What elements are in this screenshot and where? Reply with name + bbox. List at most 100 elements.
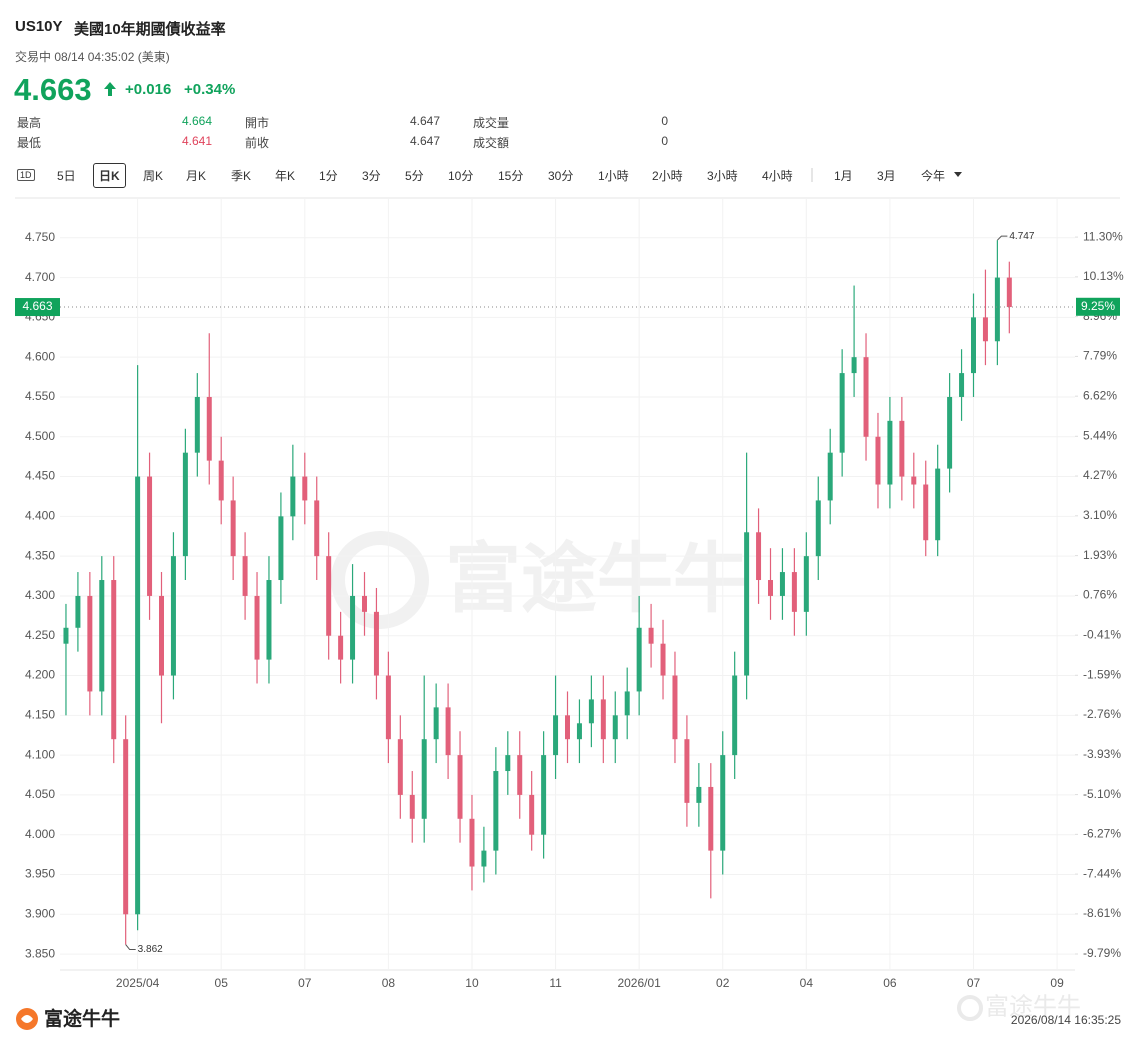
candle-body (576, 723, 582, 740)
candle-body (875, 436, 881, 485)
candle-body (565, 715, 570, 740)
y2-tick-label: 6.62% (1083, 388, 1117, 402)
stat-value: 4.664 (181, 114, 212, 128)
candle-body (708, 786, 714, 851)
stat-value: 0 (661, 114, 668, 128)
y2-tick-label: -0.41% (1083, 627, 1121, 641)
tab[interactable]: 今年 (921, 169, 946, 183)
x-tick-label: 07 (967, 976, 981, 990)
candle-body (397, 739, 403, 795)
price: 4.663 (14, 72, 92, 107)
candle-body (899, 420, 905, 477)
x-tick-label: 09 (1050, 976, 1064, 990)
candle-body (194, 396, 200, 453)
tab[interactable]: 月K (186, 169, 207, 183)
stat-value: 4.647 (409, 114, 440, 128)
candle-body (600, 699, 606, 740)
symbol: US10Y (15, 18, 63, 35)
stat-label: 前收 (245, 136, 270, 150)
candle-body (362, 595, 367, 612)
candle-body (553, 715, 559, 756)
candle-body (756, 532, 762, 581)
tab[interactable]: 3小時 (707, 169, 738, 183)
y-tick-label: 4.550 (25, 389, 55, 403)
last-price-box (15, 298, 60, 317)
candle-body (672, 675, 678, 740)
candle-body (123, 739, 129, 915)
tab[interactable]: 15分 (498, 169, 524, 183)
tab[interactable]: 3月 (877, 169, 896, 183)
watermark-small-logo (957, 995, 983, 1021)
stat-value: 0 (661, 134, 668, 148)
tab[interactable]: 季K (231, 169, 252, 183)
candle-body (1006, 277, 1012, 308)
tab[interactable]: 30分 (548, 169, 574, 183)
min-label: 3.862 (138, 944, 163, 955)
y2-tick-label: 5.44% (1083, 428, 1117, 442)
y2-tick-label: -1.59% (1083, 667, 1121, 681)
dropdown-arrow (954, 172, 962, 177)
timestamp: 2026/08/14 16:35:25 (1011, 1013, 1121, 1027)
watermark-small: 富途牛牛 (985, 993, 1081, 1020)
tab[interactable]: 2小時 (652, 169, 683, 183)
candle-body (445, 707, 451, 756)
tab[interactable]: 1小時 (598, 169, 629, 183)
tab[interactable]: 1月 (834, 169, 853, 183)
y2-tick-label: -7.44% (1083, 866, 1121, 880)
candle-body (517, 755, 523, 795)
candle-body (302, 476, 308, 501)
candle-body (947, 396, 953, 469)
tab[interactable]: 5日 (57, 169, 76, 183)
candle-body (827, 452, 833, 501)
y2-tick-label: 0.76% (1083, 588, 1117, 602)
candle-body (385, 675, 391, 740)
y2-tick-label: -8.61% (1083, 906, 1121, 920)
x-tick-label: 2026/01 (617, 976, 661, 990)
tab[interactable]: 4小時 (762, 169, 793, 183)
y-tick-label: 4.400 (25, 509, 55, 523)
candle-body (624, 691, 630, 716)
candle-body (182, 452, 188, 557)
candle-body (803, 556, 809, 612)
candle-body (935, 468, 941, 541)
x-tick-label: 11 (549, 976, 562, 990)
stat-label: 最低 (17, 136, 42, 150)
candle-body (230, 500, 236, 557)
candle-body (648, 627, 654, 644)
stat-value: 4.641 (181, 134, 212, 148)
tab[interactable]: 1D (17, 169, 35, 181)
x-tick-label: 05 (215, 976, 229, 990)
candle-body (768, 580, 773, 596)
candle-body (87, 595, 93, 692)
y-tick-label: 4.050 (25, 787, 55, 801)
y-tick-label: 4.100 (25, 747, 55, 761)
candle-body (170, 556, 176, 676)
tab[interactable]: 5分 (405, 169, 424, 183)
candle-body (994, 277, 1000, 342)
candle-body (971, 317, 976, 374)
x-tick-label: 2025/04 (116, 976, 160, 990)
tab[interactable]: 1分 (319, 169, 338, 183)
tab[interactable]: 周K (143, 169, 164, 183)
y-tick-label: 3.900 (25, 906, 55, 920)
y-tick-label: 4.500 (25, 429, 55, 443)
candle-body (218, 460, 224, 501)
stat-value: 4.647 (409, 134, 440, 148)
y-tick-label: 4.200 (25, 668, 55, 682)
candle-body (839, 373, 845, 453)
y2-tick-label: -6.27% (1083, 827, 1121, 841)
candle-body (457, 755, 463, 819)
y-tick-label: 4.250 (25, 628, 55, 642)
y2-tick-label: -2.76% (1083, 707, 1121, 721)
candle-body (469, 818, 475, 867)
candle-body (266, 580, 272, 660)
tab[interactable]: 日K (93, 163, 126, 188)
tab[interactable]: 3分 (362, 169, 381, 183)
candle-body (911, 476, 917, 485)
tab[interactable]: 10分 (448, 169, 474, 183)
candle-body (63, 627, 69, 644)
candle-body (242, 556, 248, 596)
y-tick-label: 4.600 (25, 349, 55, 363)
tab[interactable]: 年K (275, 169, 296, 183)
